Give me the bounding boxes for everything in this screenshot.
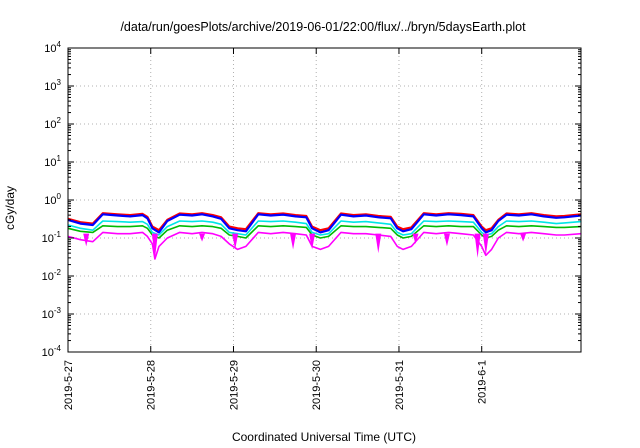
x-axis: 2019-5-27 2019-5-28 2019-5-29 2019-5-30 2019… xyxy=(63,48,489,410)
y-tick-base: 10 xyxy=(42,309,54,321)
y-axis-label: cGy/day xyxy=(3,186,17,230)
dip-spike xyxy=(443,233,450,247)
y-tick-base: 10 xyxy=(44,43,56,55)
dip-spike xyxy=(474,233,481,258)
y-tick-label: 102 xyxy=(44,116,61,131)
y-tick-exponent: 3 xyxy=(57,78,62,87)
y-tick-exponent: -1 xyxy=(54,230,62,239)
y-tick-exponent: 4 xyxy=(57,40,62,49)
y-tick-label: 10-1 xyxy=(42,230,62,245)
dip-spike xyxy=(151,233,158,260)
series-line xyxy=(67,220,582,236)
dip-spike xyxy=(482,233,489,256)
y-tick-exponent: 2 xyxy=(57,116,62,125)
dip-spike xyxy=(375,233,382,254)
x-tick-label: 2019-5-31 xyxy=(394,360,406,410)
dip-spike xyxy=(199,233,206,242)
y-tick-base: 10 xyxy=(44,195,56,207)
y-tick-label: 104 xyxy=(44,40,61,55)
dip-spike xyxy=(83,233,90,247)
y-tick-base: 10 xyxy=(42,271,54,283)
dip-spike xyxy=(290,233,297,250)
y-tick-exponent: -2 xyxy=(54,268,62,277)
x-tick-label: 2019-5-27 xyxy=(63,360,75,410)
y-tick-exponent: 0 xyxy=(57,192,62,201)
y-tick-label: 10-4 xyxy=(42,344,62,359)
x-axis-label: Coordinated Universal Time (UTC) xyxy=(232,430,416,444)
chart-title: /data/run/goesPlots/archive/2019-06-01/2… xyxy=(120,20,526,34)
dip-spike xyxy=(232,233,239,250)
y-tick-label: 10-3 xyxy=(42,306,62,321)
data-series xyxy=(67,212,582,260)
grid-lines xyxy=(67,48,581,352)
x-tick-label: 2019-5-29 xyxy=(228,360,240,410)
x-tick-label: 2019-5-30 xyxy=(311,360,323,410)
y-tick-base: 10 xyxy=(42,347,54,359)
y-tick-label: 103 xyxy=(44,78,61,93)
y-tick-label: 100 xyxy=(44,192,61,207)
y-tick-base: 10 xyxy=(42,233,54,245)
series-line xyxy=(67,212,582,232)
series-line xyxy=(67,213,582,234)
y-tick-exponent: -3 xyxy=(54,306,62,315)
series-line xyxy=(67,231,582,260)
x-tick-label: 2019-5-28 xyxy=(146,360,158,410)
y-tick-base: 10 xyxy=(44,157,56,169)
dip-spike xyxy=(309,233,316,250)
y-tick-label: 101 xyxy=(44,154,61,169)
y-tick-base: 10 xyxy=(44,81,56,93)
x-tick-label: 2019-6-1 xyxy=(477,360,489,404)
y-tick-base: 10 xyxy=(44,119,56,131)
y-tick-exponent: 1 xyxy=(57,154,62,163)
y-tick-label: 10-2 xyxy=(42,268,62,283)
dip-spike xyxy=(412,233,419,244)
y-tick-exponent: -4 xyxy=(54,344,62,353)
dip-spike xyxy=(520,233,527,242)
